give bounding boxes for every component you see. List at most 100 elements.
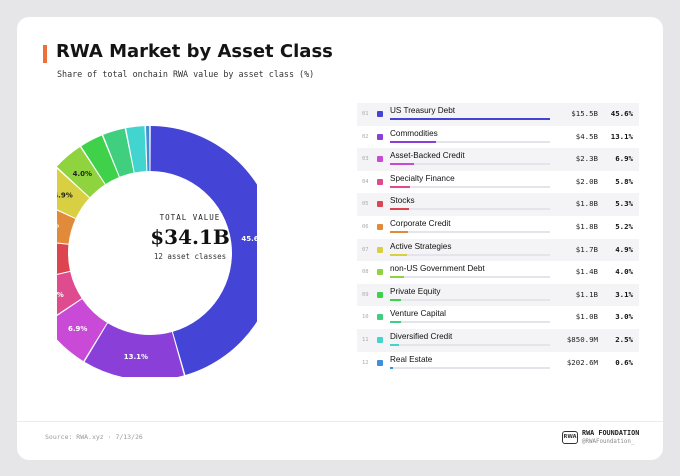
share-bar xyxy=(390,118,550,120)
row-index: 07 xyxy=(362,246,369,253)
donut-slice-11 xyxy=(126,126,147,173)
center-class-count: 12 asset classes xyxy=(153,252,227,261)
table-row: 08 non-US Government Debt $1.4B 4.0% xyxy=(357,261,639,284)
color-swatch-icon xyxy=(377,246,383,253)
share-bar xyxy=(390,253,408,256)
row-name: Corporate Credit xyxy=(390,218,451,228)
chart-title: RWA Market by Asset Class xyxy=(56,41,333,62)
share-bar-track xyxy=(390,140,550,143)
donut-slice-06 xyxy=(57,210,76,244)
row-index: 05 xyxy=(362,201,369,208)
table-row: 04 Specialty Finance $2.0B 5.8% xyxy=(357,171,639,194)
asset-class-table: 01 US Treasury Debt $15.5B 45.6% 02 Commoditi… xyxy=(357,103,639,374)
title-accent-bar xyxy=(43,45,47,63)
row-name: Real Estate xyxy=(390,354,433,364)
donut-slice-10 xyxy=(103,128,134,177)
share-bar xyxy=(390,163,415,166)
donut-slice-01 xyxy=(150,126,257,375)
row-name: Stocks xyxy=(390,196,415,206)
share-bar-track xyxy=(390,230,550,233)
row-value: $2.3B xyxy=(575,154,598,164)
row-name: Asset-Backed Credit xyxy=(390,151,465,161)
row-name: Specialty Finance xyxy=(390,173,455,183)
slice-label-06: 5.2% xyxy=(57,222,59,230)
row-value: $1.1B xyxy=(575,289,598,299)
donut-slice-12 xyxy=(145,126,150,172)
slice-label-03: 6.9% xyxy=(68,325,87,333)
brand-handle: @RWAFoundation_ xyxy=(582,439,635,445)
color-swatch-icon xyxy=(377,178,383,185)
center-total-value: $34.1B xyxy=(150,225,230,249)
share-bar xyxy=(390,185,411,188)
color-swatch-icon xyxy=(377,201,383,208)
share-bar xyxy=(390,366,393,369)
share-bar xyxy=(390,208,409,211)
donut-slice-05 xyxy=(57,243,70,274)
chart-card: RWA Market by Asset Class Share of total… xyxy=(17,17,663,460)
table-row: 02 Commodities $4.5B 13.1% xyxy=(357,126,639,149)
row-name: Private Equity xyxy=(390,286,441,296)
row-value: $4.5B xyxy=(575,131,598,141)
row-index: 02 xyxy=(362,133,369,140)
row-name: Commodities xyxy=(390,128,438,138)
row-value: $1.8B xyxy=(575,199,598,209)
row-value: $202.6M xyxy=(566,357,598,367)
chart-subtitle: Share of total onchain RWA value by asse… xyxy=(57,69,315,79)
row-index: 11 xyxy=(362,336,369,343)
row-value: $850.9M xyxy=(566,334,598,344)
row-value: $1.8B xyxy=(575,221,598,231)
footer-divider xyxy=(17,421,663,422)
row-percent: 0.6% xyxy=(615,357,633,367)
row-index: 03 xyxy=(362,156,369,163)
row-percent: 5.3% xyxy=(615,199,633,209)
row-percent: 5.8% xyxy=(615,176,633,186)
row-percent: 3.1% xyxy=(615,289,633,299)
row-value: $1.7B xyxy=(575,244,598,254)
row-index: 01 xyxy=(362,111,369,117)
table-row: 12 Real Estate $202.6M 0.6% xyxy=(357,352,639,375)
row-name: Venture Capital xyxy=(390,309,446,319)
slice-label-01: 45.6% xyxy=(241,235,257,243)
row-percent: 5.2% xyxy=(615,221,633,231)
row-value: $15.5B xyxy=(571,109,598,118)
color-swatch-icon xyxy=(377,156,383,163)
share-bar-track xyxy=(390,366,550,369)
row-name: US Treasury Debt xyxy=(390,106,456,115)
rwa-logo-icon: RWA xyxy=(562,431,578,444)
table-row: 10 Venture Capital $1.0B 3.0% xyxy=(357,306,639,329)
share-bar-track xyxy=(390,253,550,256)
row-percent: 13.1% xyxy=(610,131,633,141)
color-swatch-icon xyxy=(377,269,383,276)
table-row: 07 Active Strategies $1.7B 4.9% xyxy=(357,238,639,262)
table-row: 11 Diversified Credit $850.9M 2.5% xyxy=(357,328,639,352)
row-value: $1.4B xyxy=(575,267,598,277)
color-swatch-icon xyxy=(377,314,383,321)
row-percent: 3.0% xyxy=(615,312,633,322)
row-index: 09 xyxy=(362,291,369,298)
slice-label-04: 5.8% xyxy=(57,291,64,299)
row-index: 12 xyxy=(362,359,369,366)
color-swatch-icon xyxy=(377,111,383,117)
donut-slice-02 xyxy=(84,323,184,377)
donut-slice-03 xyxy=(57,299,107,362)
share-bar-track xyxy=(390,185,550,188)
donut-chart: 45.6%13.1%6.9%5.8%5.3%5.2%4.9%4.0% xyxy=(57,126,257,377)
share-bar xyxy=(390,276,405,279)
share-bar-track xyxy=(390,298,550,301)
row-name: non-US Government Debt xyxy=(390,264,485,274)
share-bar xyxy=(390,298,401,301)
row-name: Active Strategies xyxy=(390,241,452,251)
share-bar xyxy=(390,230,409,233)
donut-slice-08 xyxy=(57,147,105,198)
share-bar xyxy=(390,343,399,346)
brand-name: RWA FOUNDATION xyxy=(582,429,640,437)
donut-slice-07 xyxy=(57,168,90,219)
row-index: 10 xyxy=(362,314,369,321)
row-index: 04 xyxy=(362,178,369,185)
row-percent: 45.6% xyxy=(610,109,633,118)
share-bar-track xyxy=(390,208,550,211)
share-bar-track xyxy=(390,118,550,120)
share-bar-track xyxy=(390,343,550,346)
row-name: Diversified Credit xyxy=(390,331,453,341)
row-percent: 4.9% xyxy=(615,244,633,254)
